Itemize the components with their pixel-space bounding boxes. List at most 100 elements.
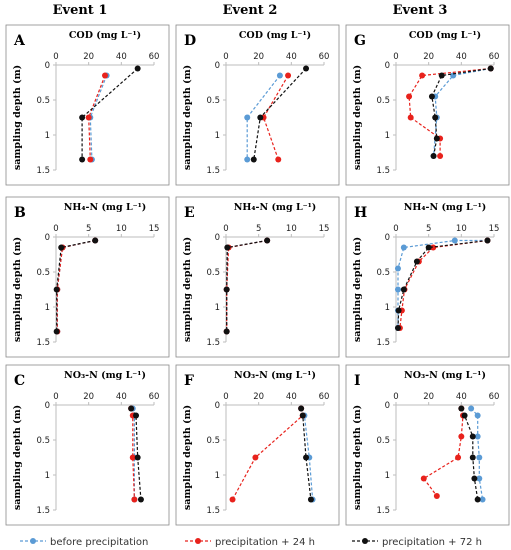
data-point xyxy=(469,454,476,461)
data-point xyxy=(451,237,458,244)
data-point xyxy=(102,72,108,79)
data-point xyxy=(224,244,231,251)
event-label-1: Event 1 xyxy=(53,3,108,18)
data-point xyxy=(134,454,141,461)
legend-marker xyxy=(30,538,36,544)
data-point xyxy=(400,286,407,293)
x-tick-label: 0 xyxy=(53,224,58,234)
data-point xyxy=(285,72,292,79)
y-tick-label: 0 xyxy=(45,401,50,411)
panel-frame xyxy=(345,196,510,358)
x-tick-label: 10 xyxy=(286,224,297,234)
x-tick-label: 0 xyxy=(393,392,398,402)
data-point xyxy=(487,65,494,72)
data-point xyxy=(298,405,305,412)
legend-label: precipitation + 72 h xyxy=(382,537,482,548)
x-tick-label: 20 xyxy=(423,52,434,62)
panel-title: NH₄-N (mg L⁻¹) xyxy=(64,202,147,213)
data-point xyxy=(425,244,432,251)
data-point xyxy=(437,153,444,159)
panel-B: B NH₄-N (mg L⁻¹) 0 5 10 15 0 0.5 1 1.5 sampling de… xyxy=(5,196,170,358)
x-tick-label: 40 xyxy=(116,52,127,62)
y-tick-label: 1 xyxy=(385,471,390,481)
data-point xyxy=(257,114,264,121)
data-point xyxy=(433,135,440,142)
panel-letter: F xyxy=(184,373,194,389)
panel-H: H NH₄-N (mg L⁻¹) 0 5 10 15 0 0.5 1 1.5 sampling de… xyxy=(345,196,510,358)
data-point xyxy=(458,405,465,412)
x-tick-label: 20 xyxy=(253,392,264,402)
y-tick-label: 0.5 xyxy=(206,268,220,278)
panel-C: C NO₃-N (mg L⁻¹) 0 20 40 60 0 0.5 1 1.5 sampling d… xyxy=(5,364,170,526)
panel-title: NH₄-N (mg L⁻¹) xyxy=(404,202,487,213)
y-tick-label: 0.5 xyxy=(36,268,50,278)
data-point xyxy=(87,156,94,163)
x-tick-label: 40 xyxy=(456,52,467,62)
data-point xyxy=(275,156,282,163)
data-point xyxy=(79,114,86,121)
data-point xyxy=(79,156,86,163)
data-point xyxy=(131,496,138,503)
y-tick-label: 1.5 xyxy=(36,338,50,348)
x-tick-label: 20 xyxy=(83,52,94,62)
x-tick-label: 60 xyxy=(149,392,160,402)
panel-D: D COD (mg L⁻¹) 0 20 40 60 0 0.5 1 1.5 sampling dep… xyxy=(175,24,340,186)
y-tick-label: 0.5 xyxy=(376,96,390,106)
series-line xyxy=(226,239,268,332)
data-point xyxy=(252,454,259,461)
data-point xyxy=(455,454,462,461)
y-tick-label: 1.5 xyxy=(206,338,220,348)
panel-letter: C xyxy=(14,373,25,389)
data-point xyxy=(406,93,413,100)
legend-label: precipitation + 24 h xyxy=(215,537,315,548)
panel-frame xyxy=(345,24,510,186)
x-tick-label: 10 xyxy=(456,224,467,234)
series-line xyxy=(246,75,281,160)
y-tick-label: 0.5 xyxy=(206,96,220,106)
x-tick-label: 60 xyxy=(489,52,500,62)
data-point xyxy=(438,72,445,79)
y-axis-label: sampling depth (m) xyxy=(352,237,363,342)
data-point xyxy=(53,328,60,335)
data-point xyxy=(276,72,283,79)
data-point xyxy=(394,265,401,272)
x-tick-label: 40 xyxy=(116,392,127,402)
x-tick-label: 0 xyxy=(223,224,228,234)
data-point xyxy=(128,405,135,412)
y-tick-label: 1 xyxy=(45,471,50,481)
data-point xyxy=(484,237,491,244)
series-line xyxy=(408,67,491,156)
series-line xyxy=(262,75,289,160)
x-tick-label: 60 xyxy=(149,52,160,62)
panel-title: NH₄-N (mg L⁻¹) xyxy=(234,202,317,213)
data-point xyxy=(413,258,420,265)
y-tick-label: 1 xyxy=(385,303,390,313)
panel-frame xyxy=(5,196,170,358)
data-point xyxy=(479,496,486,503)
x-tick-label: 60 xyxy=(319,52,330,62)
y-tick-label: 1.5 xyxy=(206,166,220,176)
x-tick-label: 15 xyxy=(489,224,500,234)
data-point xyxy=(395,307,402,314)
data-point xyxy=(476,454,483,461)
panel-frame xyxy=(5,24,170,186)
y-tick-label: 0 xyxy=(45,61,50,71)
y-tick-label: 0 xyxy=(215,233,220,243)
panel-letter: I xyxy=(354,373,361,389)
panel-title: COD (mg L⁻¹) xyxy=(69,30,141,41)
event-label-3: Event 3 xyxy=(393,3,448,18)
panel-letter: B xyxy=(14,205,26,221)
panel-frame xyxy=(345,364,510,526)
series-line xyxy=(300,408,314,500)
data-point xyxy=(474,433,481,440)
panel-F: F NO₃-N (mg L⁻¹) 0 20 40 60 0 0.5 1 1.5 sampling d… xyxy=(175,364,340,526)
y-tick-label: 0 xyxy=(215,401,220,411)
x-tick-label: 0 xyxy=(223,392,228,402)
x-tick-label: 10 xyxy=(116,224,127,234)
data-point xyxy=(430,153,437,159)
y-tick-label: 0 xyxy=(385,233,390,243)
x-tick-label: 20 xyxy=(253,52,264,62)
series-line xyxy=(81,68,139,160)
y-tick-label: 0 xyxy=(215,61,220,71)
y-tick-label: 0.5 xyxy=(376,268,390,278)
